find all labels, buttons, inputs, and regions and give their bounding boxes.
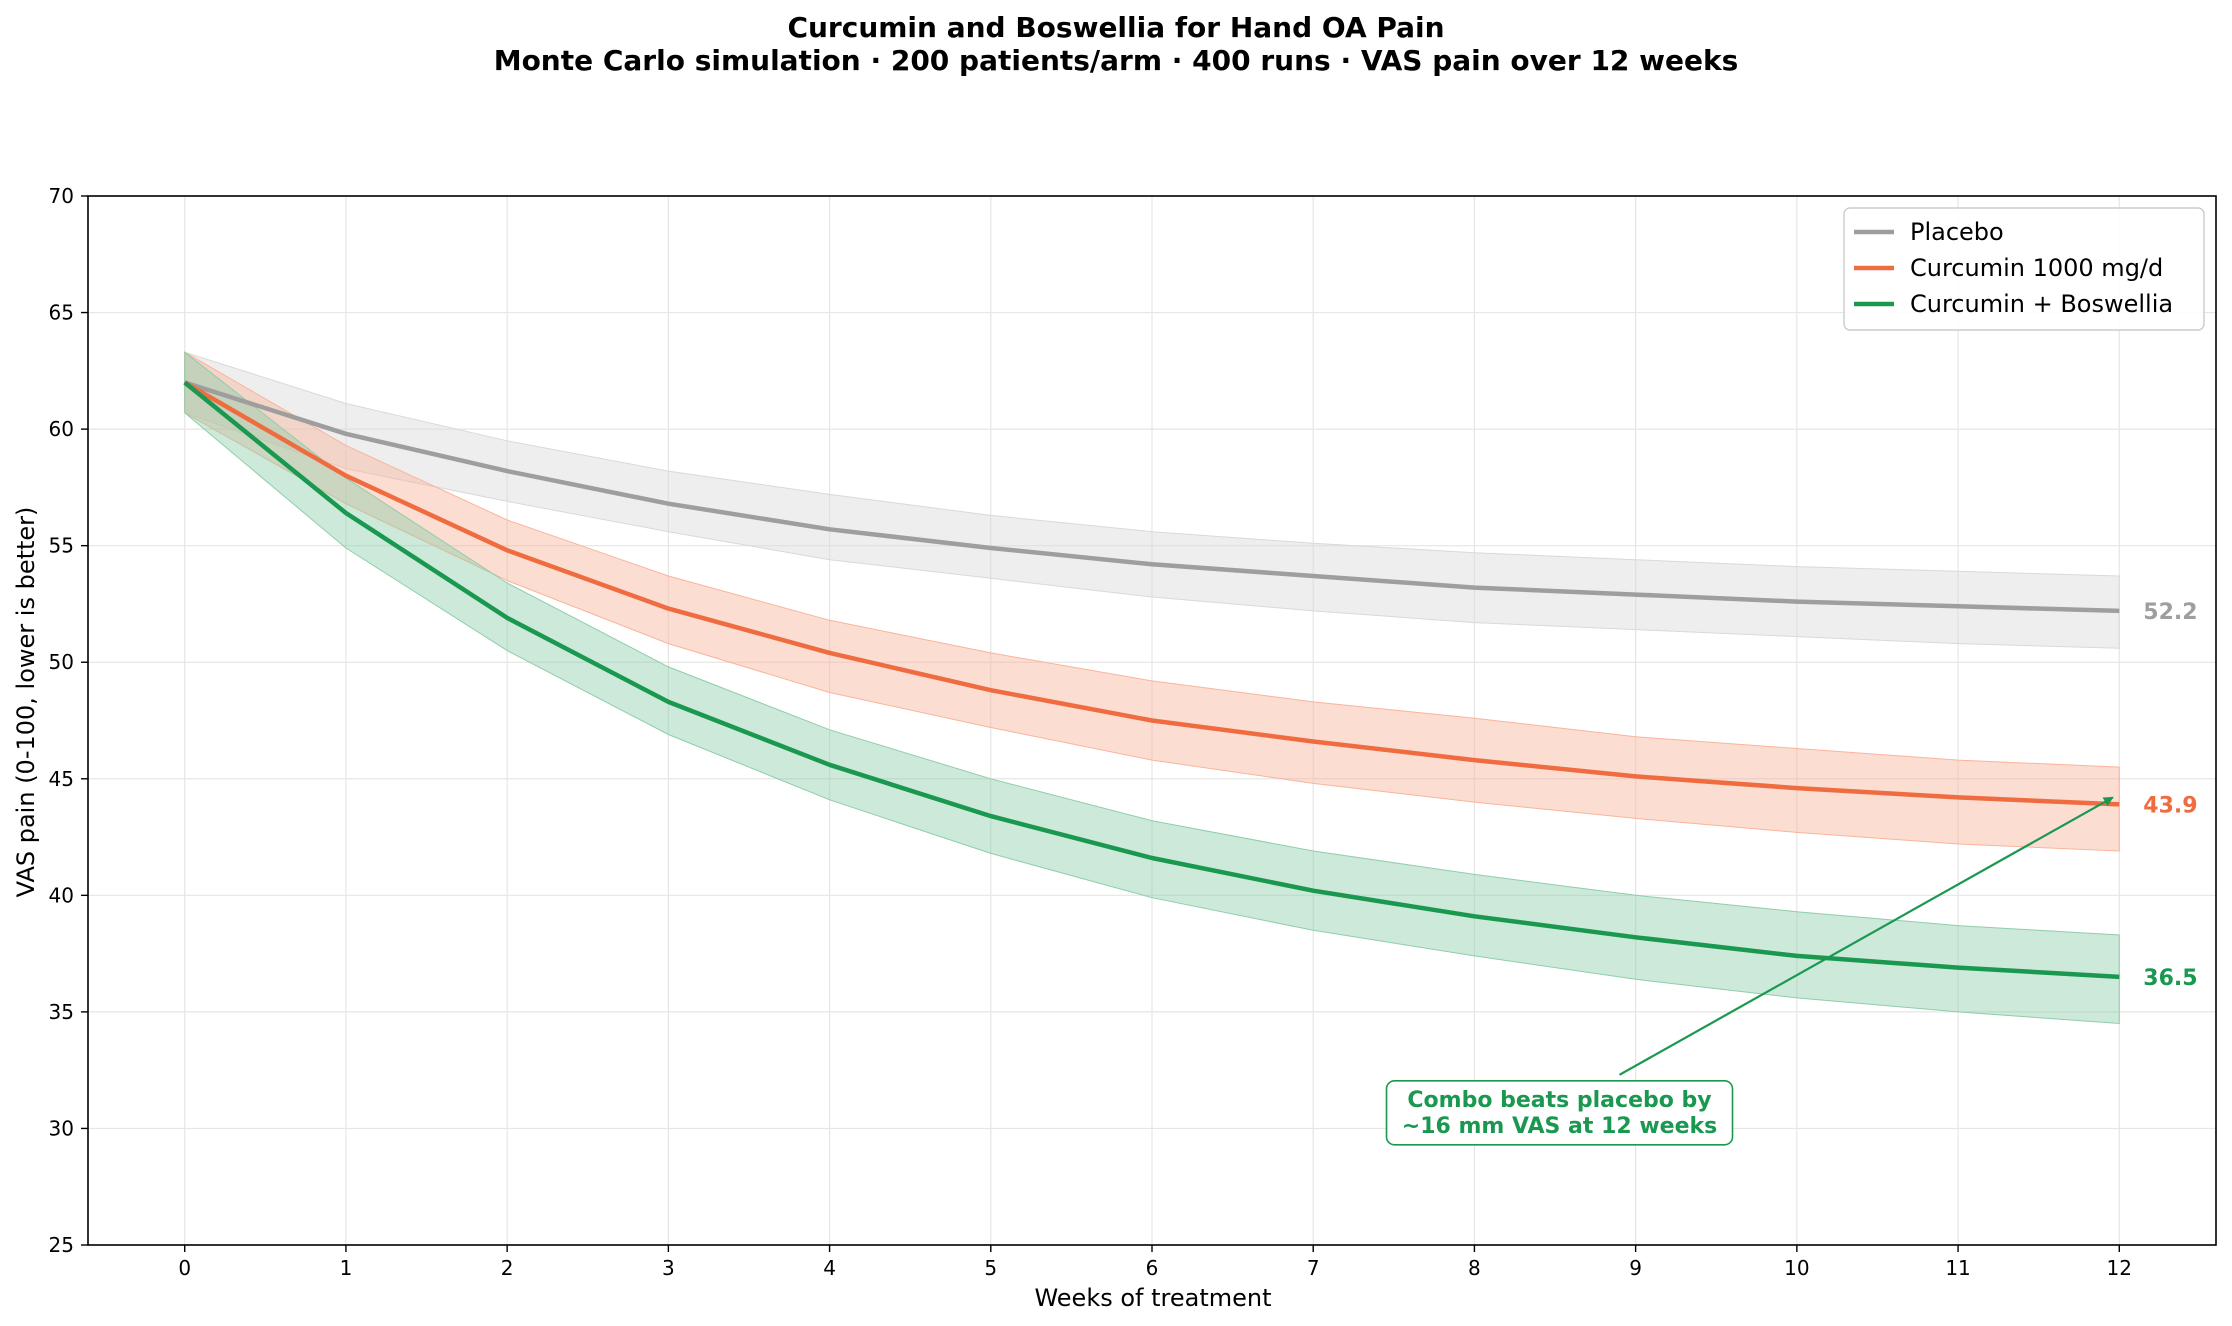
- x-tick-label: 8: [1468, 1256, 1481, 1280]
- x-tick-label: 1: [340, 1256, 353, 1280]
- y-tick-label: 70: [49, 184, 74, 208]
- x-tick-label: 9: [1629, 1256, 1642, 1280]
- annotation-text-line: Combo beats placebo by: [1407, 1088, 1711, 1113]
- x-tick-label: 12: [2107, 1256, 2132, 1280]
- y-tick-label: 45: [49, 767, 74, 791]
- annotation-box: [1385, 1080, 1734, 1146]
- y-axis-label: VAS pain (0-100, lower is better): [12, 507, 40, 898]
- chart-title: Curcumin and Boswellia for Hand OA Pain: [787, 11, 1444, 44]
- end-value-label: 52.2: [2143, 600, 2197, 625]
- legend-label: Curcumin + Boswellia: [1910, 290, 2173, 318]
- x-tick-label: 11: [1945, 1256, 1970, 1280]
- y-tick-label: 35: [49, 1000, 74, 1024]
- annotation-arrow: [1618, 796, 2114, 1076]
- y-tick-label: 40: [49, 883, 74, 907]
- confidence-band-0: [184, 351, 2120, 649]
- end-value-label: 36.5: [2143, 966, 2197, 991]
- x-tick-label: 0: [178, 1256, 191, 1280]
- x-tick-label: 6: [1146, 1256, 1159, 1280]
- series-lines: [183, 380, 2120, 980]
- confidence-bands: [184, 351, 2120, 1025]
- y-tick-label: 65: [49, 301, 74, 325]
- legend-box: [1843, 207, 2205, 331]
- y-tick-label: 50: [49, 650, 74, 674]
- x-tick-label: 3: [662, 1256, 675, 1280]
- y-tick-label: 30: [49, 1116, 74, 1140]
- annotation-text-line: ~16 mm VAS at 12 weeks: [1402, 1114, 1717, 1139]
- x-tick-label: 10: [1784, 1256, 1809, 1280]
- end-value-label: 43.9: [2143, 793, 2197, 818]
- chart-subtitle: Monte Carlo simulation · 200 patients/ar…: [494, 44, 1739, 77]
- annotation: Combo beats placebo by~16 mm VAS at 12 w…: [1385, 796, 2114, 1146]
- y-tick-label: 25: [49, 1233, 74, 1257]
- x-axis-label: Weeks of treatment: [1034, 1284, 1271, 1312]
- legend-label: Placebo: [1910, 218, 2004, 246]
- end-value-labels: 52.2 43.9 36.5: [2143, 600, 2197, 991]
- legend: Placebo Curcumin 1000 mg/d Curcumin + Bosw…: [1843, 207, 2205, 331]
- x-tick-label: 7: [1307, 1256, 1320, 1280]
- x-tick-label: 5: [984, 1256, 997, 1280]
- x-tick-label: 4: [823, 1256, 836, 1280]
- x-tick-label: 2: [501, 1256, 514, 1280]
- confidence-band-2: [184, 351, 2120, 1025]
- confidence-band-1: [184, 351, 2120, 852]
- legend-label: Curcumin 1000 mg/d: [1910, 254, 2163, 282]
- y-tick-label: 55: [49, 534, 74, 558]
- y-tick-label: 60: [49, 417, 74, 441]
